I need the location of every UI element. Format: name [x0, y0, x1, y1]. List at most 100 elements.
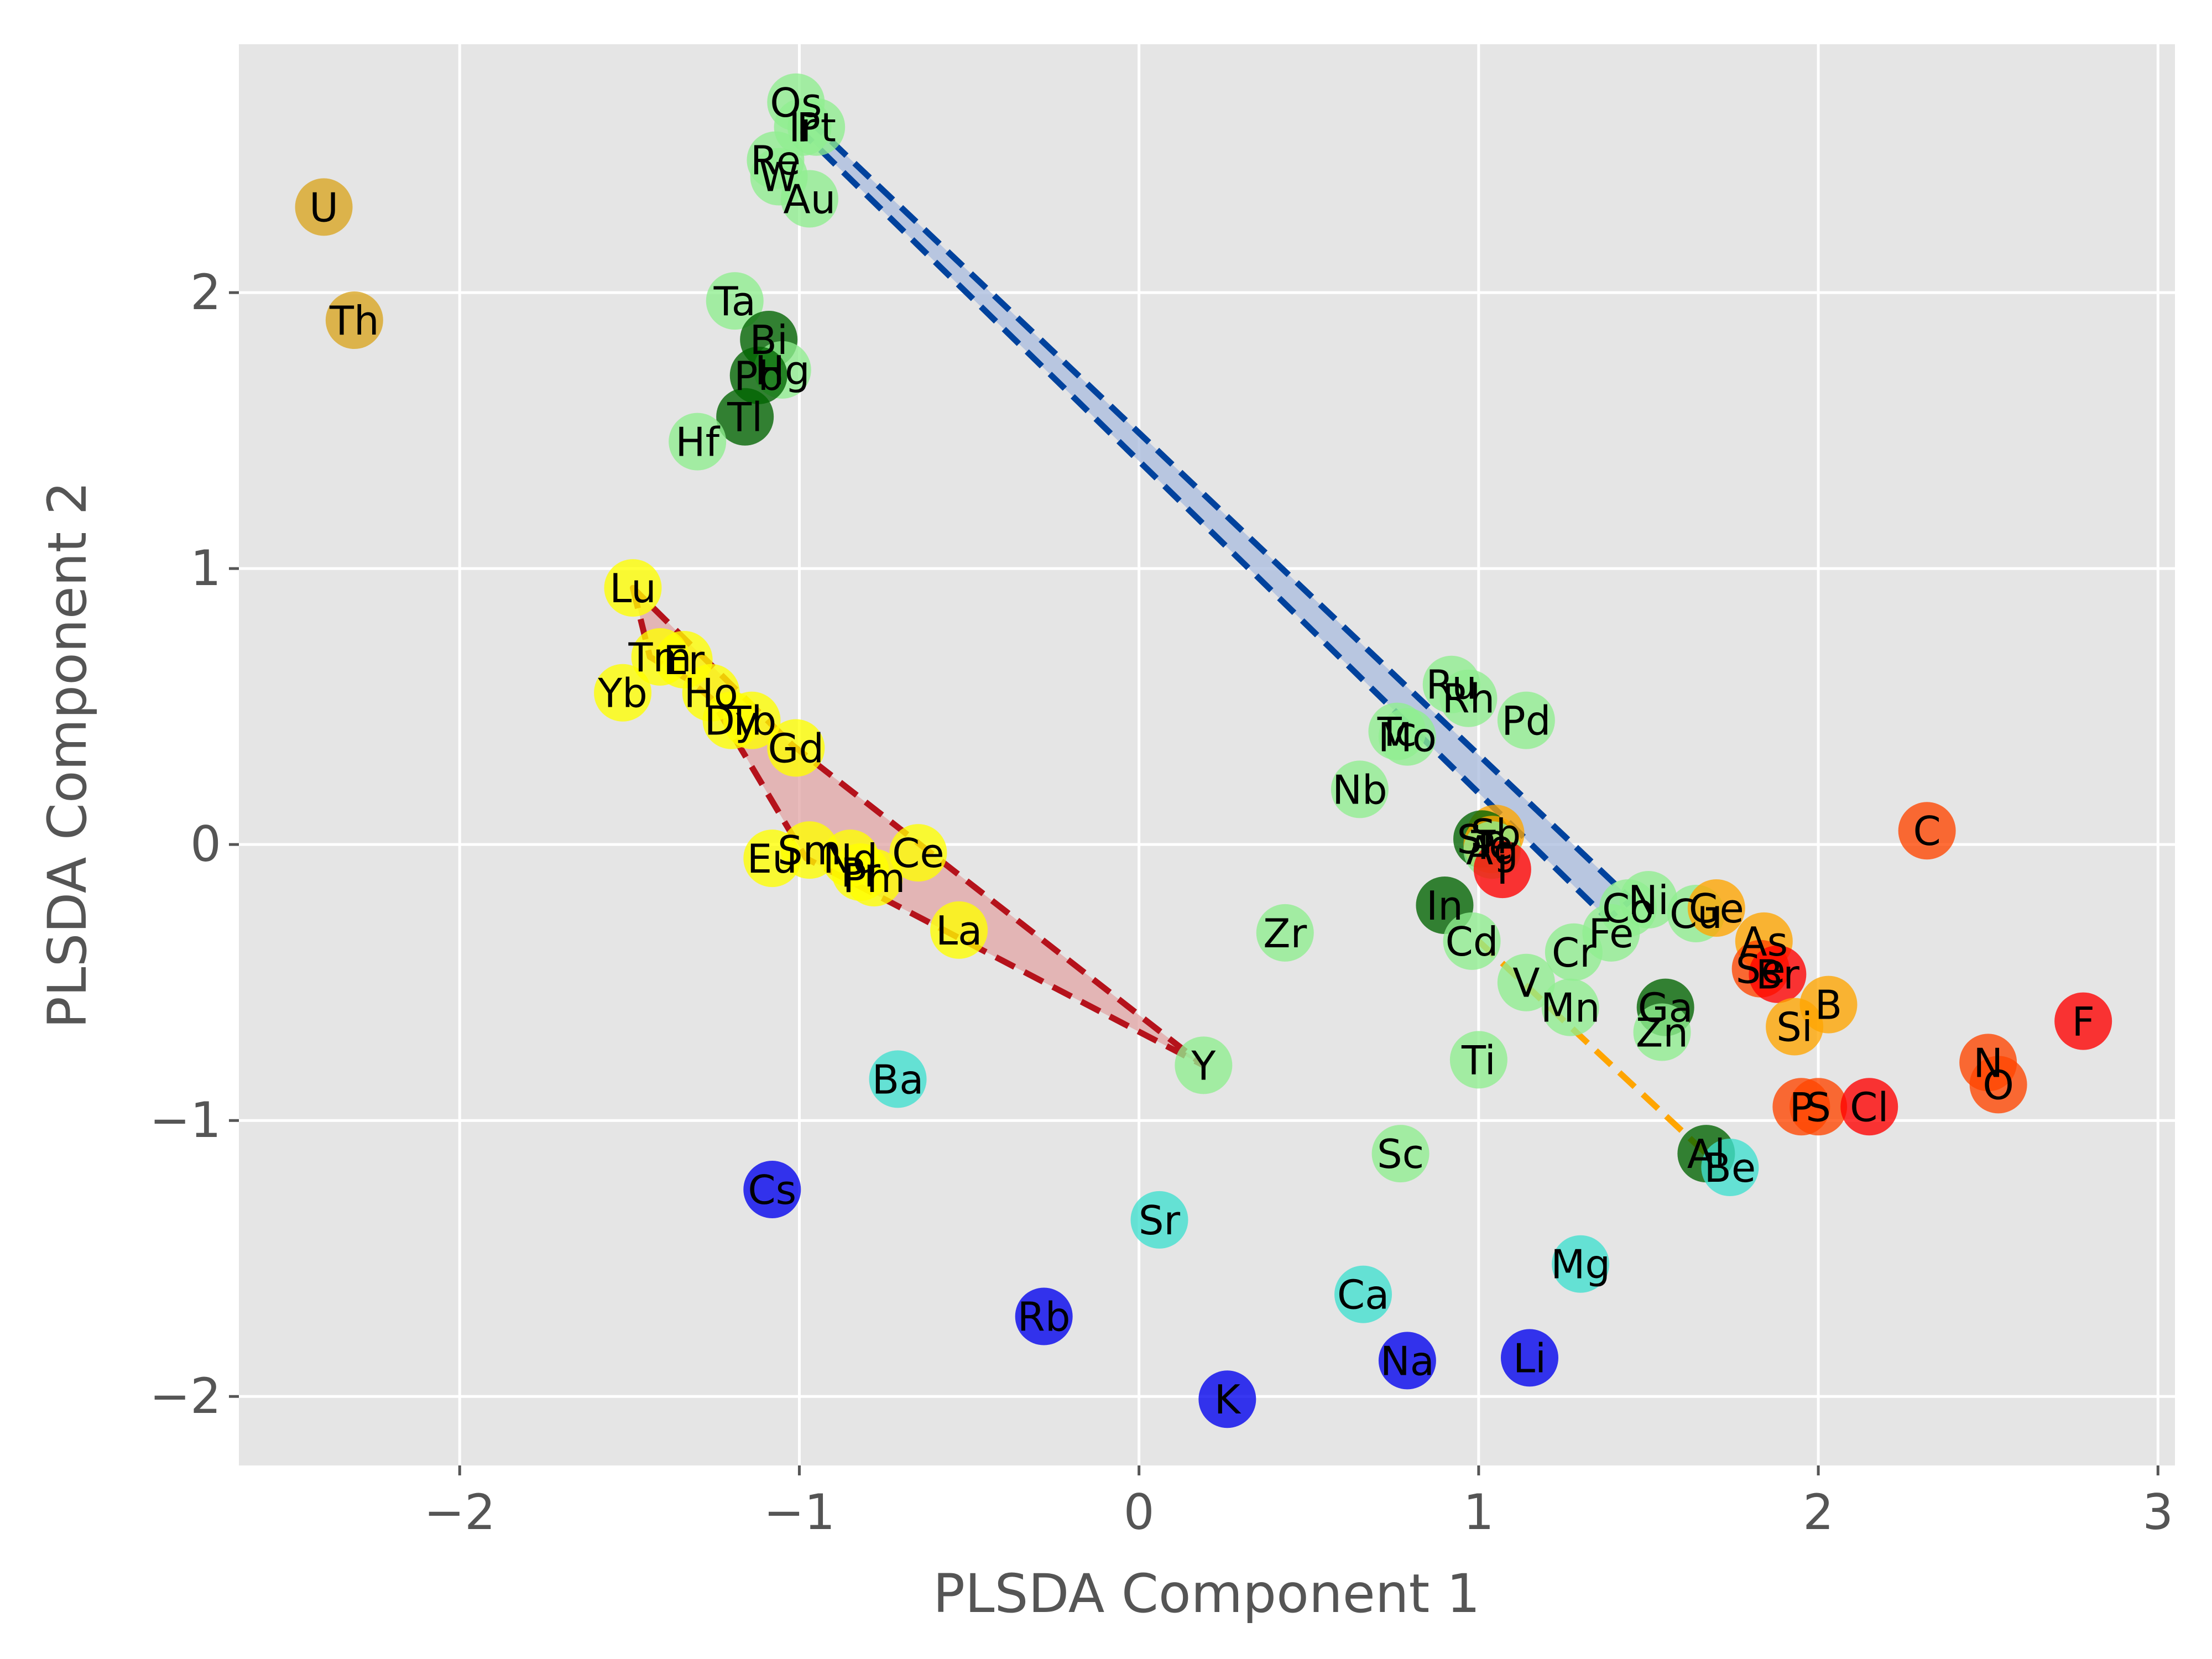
point-marker-yb — [594, 664, 652, 722]
point-label-ge: Ge — [1689, 885, 1744, 932]
y-tick-label: 0 — [190, 816, 221, 873]
point-label-o: O — [1983, 1062, 2014, 1108]
point-marker-na — [1378, 1332, 1436, 1390]
point-label-ga: Ga — [1638, 985, 1693, 1031]
point-marker-lu — [604, 559, 662, 617]
point-label-nb: Nb — [1332, 766, 1387, 813]
point-label-dy: Dy — [705, 698, 759, 744]
point-marker-zr — [1256, 904, 1314, 962]
point-label-pt: Pt — [796, 105, 836, 151]
point-marker-o — [1969, 1056, 2027, 1114]
y-tick-label: 2 — [190, 264, 221, 321]
point-label-ag: Ag — [1466, 827, 1519, 874]
point-marker-ni — [1619, 870, 1677, 928]
point-label-nd: Nd — [823, 836, 878, 882]
point-label-sc: Sc — [1377, 1131, 1424, 1177]
point-marker-mo — [1378, 708, 1436, 766]
point-marker-tb — [723, 691, 781, 749]
point-marker-cr — [1545, 923, 1603, 981]
point-label-ni: Ni — [1628, 877, 1669, 924]
x-tick-label: 1 — [1463, 1484, 1494, 1541]
y-tick-label: −1 — [149, 1092, 221, 1149]
point-label-tc: Tc — [1377, 709, 1417, 755]
point-label-pr: Pr — [841, 849, 880, 896]
point-marker-gd — [767, 719, 825, 777]
point-label-pm: Pm — [843, 855, 906, 901]
point-label-yb: Yb — [597, 670, 648, 717]
point-label-fe: Fe — [1589, 910, 1634, 957]
x-tick-label: 3 — [2142, 1484, 2173, 1541]
point-label-mn: Mn — [1541, 985, 1600, 1031]
point-label-sr: Sr — [1139, 1197, 1181, 1244]
y-axis-label: PLSDA Component 2 — [36, 481, 98, 1029]
point-marker-i — [1473, 841, 1531, 899]
point-marker-hf — [669, 413, 727, 471]
point-label-gd: Gd — [768, 726, 825, 772]
point-marker-sr — [1130, 1191, 1188, 1249]
point-label-v: V — [1512, 960, 1540, 1006]
point-label-b: B — [1815, 982, 1842, 1029]
plot-background — [239, 44, 2175, 1465]
point-label-ce: Ce — [892, 830, 945, 877]
point-label-zr: Zr — [1263, 910, 1307, 957]
point-label-te: Te — [1470, 822, 1513, 868]
point-label-la: La — [936, 907, 982, 954]
point-label-tl: Tl — [727, 394, 763, 441]
point-label-ir: Ir — [789, 105, 817, 151]
point-marker-ti — [1449, 1031, 1507, 1089]
point-label-lu: Lu — [609, 565, 656, 612]
point-label-se: Se — [1736, 946, 1786, 993]
point-marker-v — [1497, 953, 1555, 1011]
point-label-re: Re — [750, 138, 801, 184]
point-marker-li — [1501, 1329, 1558, 1387]
point-marker-cd — [1443, 912, 1501, 970]
y-axis-ticks: −2 −1 0 1 2 — [149, 264, 239, 1425]
point-label-pb: Pb — [734, 353, 783, 399]
point-label-ho: Ho — [684, 670, 738, 717]
point-marker-y — [1175, 1036, 1233, 1094]
point-marker-si — [1766, 998, 1824, 1056]
point-marker-ge — [1687, 879, 1745, 937]
x-tick-label: −2 — [424, 1484, 495, 1541]
point-marker-f — [2054, 992, 2112, 1050]
point-marker-ba — [869, 1050, 927, 1108]
point-label-ta: Ta — [713, 278, 756, 325]
point-label-as: As — [1740, 919, 1788, 965]
point-label-mo: Mo — [1378, 714, 1437, 761]
point-label-rh: Rh — [1442, 676, 1495, 722]
point-label-au: Au — [783, 176, 836, 222]
point-label-cd: Cd — [1446, 919, 1499, 965]
point-marker-k — [1198, 1370, 1256, 1428]
point-label-hg: Hg — [755, 347, 810, 394]
point-label-in: In — [1426, 883, 1463, 929]
x-axis-ticks: −2 −1 0 1 2 3 — [424, 1465, 2173, 1541]
point-label-er: Er — [663, 637, 705, 684]
point-marker-ca — [1334, 1265, 1392, 1323]
point-marker-zn — [1633, 1003, 1691, 1061]
point-marker-cl — [1840, 1078, 1898, 1136]
point-label-sm: Sm — [778, 827, 842, 874]
point-marker-mn — [1541, 978, 1599, 1036]
point-marker-rh — [1439, 669, 1498, 727]
point-marker-rb — [1015, 1287, 1073, 1345]
x-axis-label: PLSDA Component 1 — [933, 1563, 1480, 1625]
point-marker-cs — [743, 1160, 801, 1218]
point-label-co: Co — [1602, 885, 1654, 932]
point-label-cl: Cl — [1850, 1084, 1888, 1130]
point-label-cr: Cr — [1552, 930, 1596, 976]
point-label-br: Br — [1756, 952, 1799, 998]
y-tick-label: −2 — [149, 1368, 221, 1425]
point-marker-u — [295, 178, 353, 236]
point-marker-c — [1898, 802, 1956, 860]
point-label-f: F — [2072, 999, 2094, 1045]
point-label-na: Na — [1380, 1338, 1434, 1384]
grid-lines — [239, 44, 2175, 1465]
point-label-y: Y — [1191, 1042, 1216, 1089]
point-label-tb: Tb — [727, 698, 777, 744]
point-label-sn: Sn — [1457, 816, 1507, 863]
data-points — [295, 73, 2112, 1428]
point-label-hf: Hf — [675, 419, 720, 466]
x-tick-label: 0 — [1124, 1484, 1155, 1541]
